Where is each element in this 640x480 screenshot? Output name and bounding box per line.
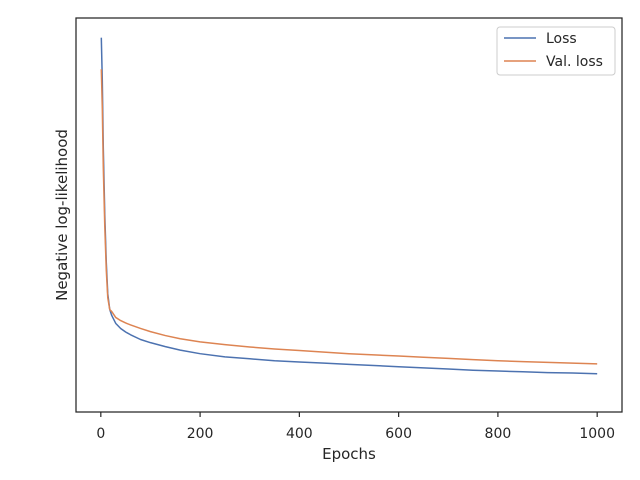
- x-tick-label: 800: [485, 426, 512, 442]
- series-layer: [100, 37, 598, 375]
- x-tick-label: 400: [286, 426, 313, 442]
- x-tick-label: 1000: [579, 426, 615, 442]
- x-tick-label: 200: [187, 426, 214, 442]
- legend-box: [496, 26, 616, 76]
- legend-label-val-loss: Val. loss: [546, 54, 603, 70]
- legend-label-loss: Loss: [546, 31, 577, 47]
- legend: Loss Val. loss: [496, 26, 616, 76]
- plot-area: [76, 18, 622, 412]
- series-line-val-loss: [100, 69, 598, 365]
- y-axis-label: Negative log-likelihood: [53, 129, 71, 301]
- x-tick-label: 0: [96, 426, 105, 442]
- x-axis-label: Epochs: [322, 445, 376, 463]
- x-tick-label: 600: [385, 426, 412, 442]
- plot-frame: [75, 17, 623, 413]
- x-axis: 0 200 400 600 800 1000: [96, 412, 615, 442]
